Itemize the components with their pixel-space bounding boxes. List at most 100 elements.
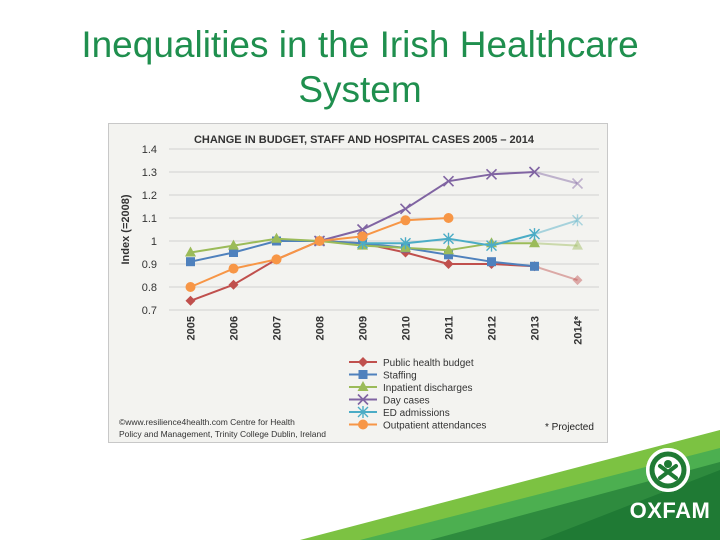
data-point [358, 357, 368, 367]
legend-label: Staffing [383, 371, 417, 382]
series-line [534, 219, 578, 236]
series-line [233, 237, 277, 247]
y-tick-label: 1.3 [142, 167, 157, 179]
oxfam-logo-text: OXFAM [629, 498, 711, 523]
series-line [233, 258, 277, 270]
y-tick-label: 1.2 [142, 190, 157, 202]
source-credit-line-2: Policy and Management, Trinity College D… [119, 429, 326, 439]
data-point [357, 393, 369, 406]
data-point [314, 236, 325, 246]
data-point [530, 261, 539, 271]
series-line [362, 219, 406, 238]
series-line [190, 283, 234, 302]
series-line [448, 237, 492, 247]
x-tick-label: 2013 [530, 316, 542, 340]
y-tick-label: 0.9 [142, 259, 157, 271]
data-point [357, 381, 369, 391]
data-point [571, 177, 584, 190]
legend-label: Public health budget [383, 358, 474, 369]
legend-label: Outpatient attendances [383, 421, 486, 432]
oxfam-logo-icon [646, 448, 690, 492]
x-tick-label: 2007 [272, 316, 284, 340]
series-line [405, 251, 449, 265]
data-point [529, 237, 540, 248]
series-line [233, 240, 277, 254]
series-line [405, 237, 449, 245]
series-line [405, 246, 449, 252]
data-point [529, 228, 540, 241]
series-line [190, 244, 234, 254]
data-point [443, 213, 454, 223]
x-tick-label: 2014* [573, 315, 585, 344]
series-line [448, 253, 492, 263]
data-point [528, 166, 541, 178]
y-tick-label: 1.4 [142, 144, 157, 156]
series-line [190, 267, 234, 288]
slide-title: Inequalities in the Irish Healthcare Sys… [0, 22, 720, 112]
slide-title-line-1: Inequalities in the Irish Healthcare [81, 24, 639, 65]
data-point [358, 370, 368, 379]
data-point [357, 231, 368, 242]
series-line [534, 242, 578, 247]
data-point [185, 295, 196, 306]
series-line [534, 171, 578, 185]
line-chart: CHANGE IN BUDGET, STAFF AND HOSPITAL CAS… [120, 134, 599, 432]
data-point [185, 246, 196, 257]
series-line [319, 235, 363, 242]
x-tick-label: 2006 [229, 316, 241, 340]
series-line [276, 240, 320, 261]
data-point [485, 168, 498, 180]
series-line [319, 228, 363, 242]
chart-image: CHANGE IN BUDGET, STAFF AND HOSPITAL CAS… [108, 123, 608, 443]
y-tick-label: 0.8 [142, 282, 157, 294]
series-line [319, 240, 363, 247]
series-line [362, 207, 406, 231]
series-line [276, 237, 320, 242]
chart-title: CHANGE IN BUDGET, STAFF AND HOSPITAL CAS… [194, 134, 535, 146]
data-point [185, 282, 196, 292]
y-tick-label: 1.1 [142, 213, 157, 225]
y-tick-label: 1 [151, 236, 157, 248]
slide-title-line-2: System [298, 69, 422, 110]
x-tick-label: 2010 [401, 316, 413, 340]
series-line [405, 217, 449, 222]
source-credit-line-1: ©www.resilience4health.com Centre for He… [119, 417, 295, 427]
series-line [491, 260, 535, 268]
x-tick-label: 2008 [315, 316, 327, 340]
y-axis-label: Index (=2008) [120, 194, 132, 264]
data-point [400, 215, 411, 226]
source-credit: ©www.resilience4health.com Centre for He… [119, 416, 359, 440]
data-point [271, 254, 282, 265]
data-point [400, 237, 411, 250]
series-line [362, 244, 406, 249]
data-point [443, 259, 454, 269]
data-point [358, 419, 368, 430]
legend-label: Inpatient discharges [383, 383, 473, 394]
data-point [487, 257, 496, 267]
series-line [232, 258, 278, 286]
data-point [572, 239, 583, 250]
data-point [443, 244, 454, 255]
data-point [486, 239, 497, 252]
series-line [491, 171, 535, 176]
data-point [228, 239, 239, 250]
projected-note: * Projected [545, 422, 594, 433]
data-point [357, 406, 369, 418]
x-tick-label: 2012 [487, 316, 499, 340]
series-line [491, 233, 535, 247]
series-line [404, 180, 450, 210]
series-line [448, 173, 492, 183]
data-point [442, 175, 455, 187]
x-tick-label: 2009 [358, 316, 370, 340]
data-point [399, 203, 412, 215]
data-point [228, 279, 239, 290]
data-point [444, 250, 453, 260]
x-tick-label: 2011 [444, 316, 456, 340]
series-line [534, 265, 578, 282]
data-point [443, 232, 454, 245]
legend-label: Day cases [383, 396, 430, 407]
data-point [572, 214, 583, 227]
y-tick-label: 0.7 [142, 305, 157, 317]
data-point [228, 263, 239, 274]
legend-label: ED admissions [383, 408, 450, 419]
